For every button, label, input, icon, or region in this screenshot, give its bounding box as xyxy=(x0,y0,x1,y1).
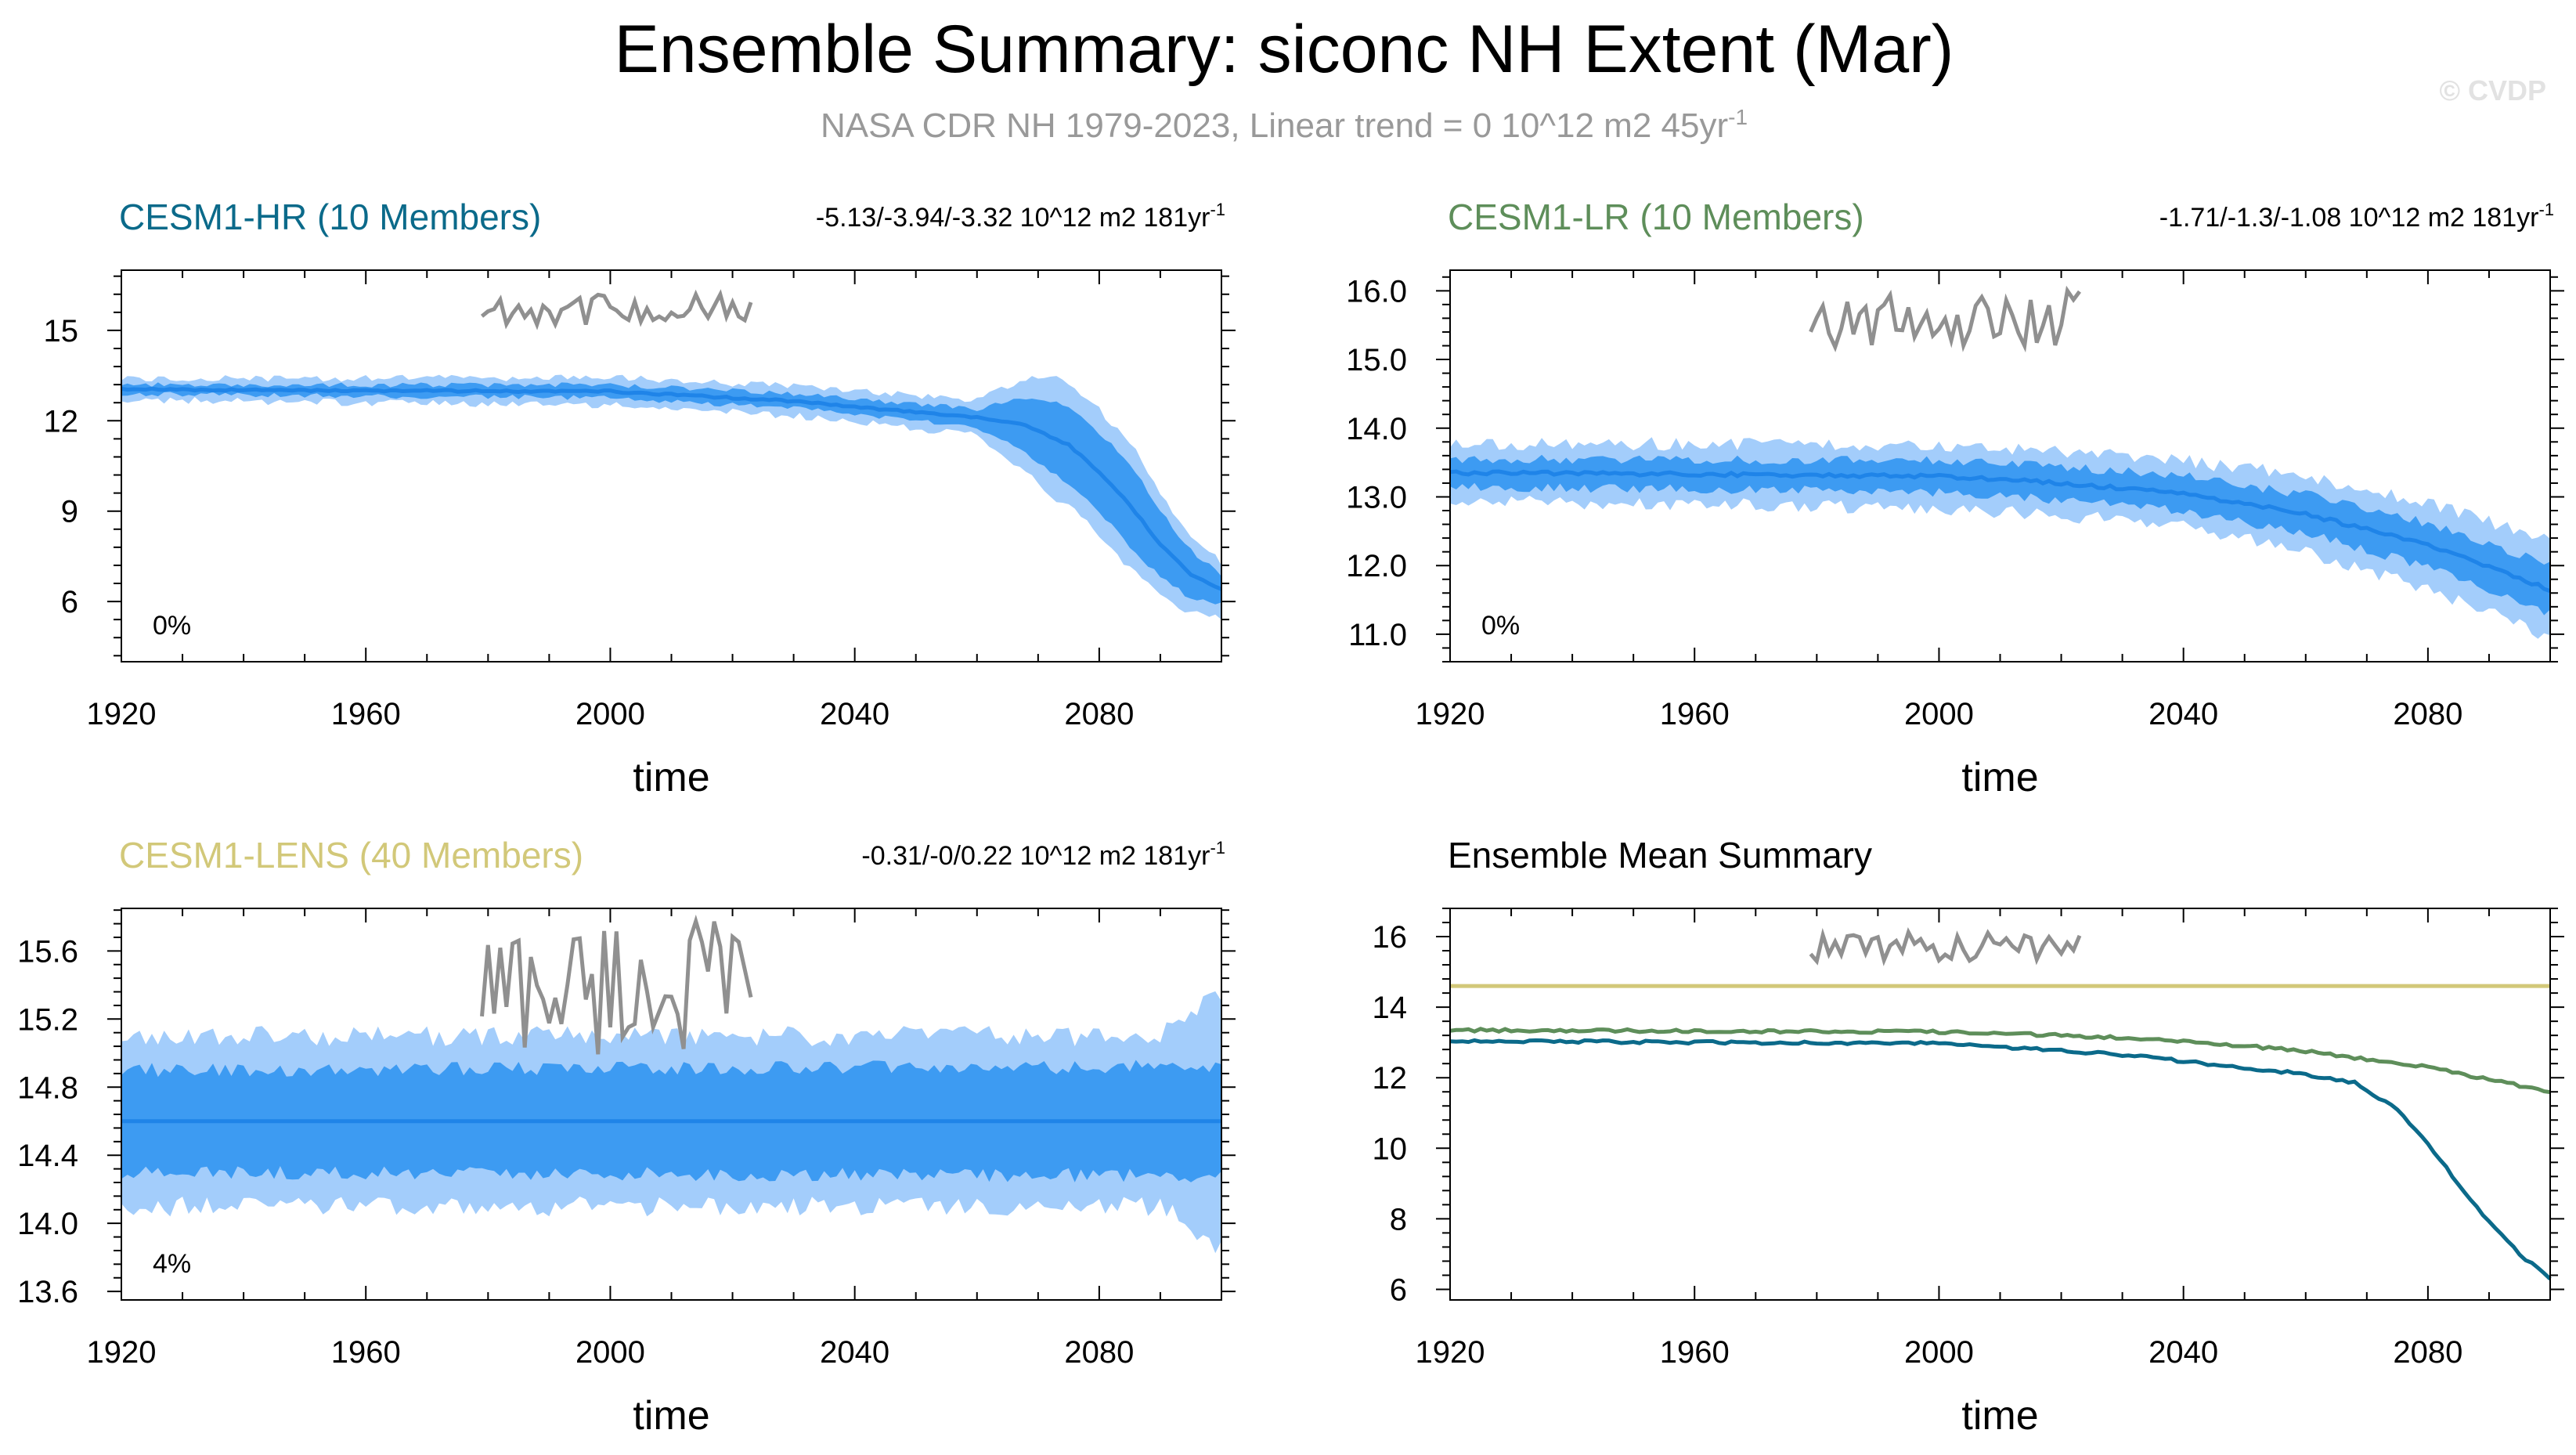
x-tick-label: 2080 xyxy=(1064,697,1134,731)
x-axis-label: time xyxy=(1961,1393,2038,1439)
x-tick-label: 1960 xyxy=(1660,1335,1730,1370)
x-tick-label: 2080 xyxy=(2393,1335,2462,1370)
y-tick-label: 15.0 xyxy=(1346,343,1407,377)
y-tick-label: 16 xyxy=(1373,920,1408,955)
x-tick-label: 2040 xyxy=(820,697,889,731)
x-tick-label: 1920 xyxy=(87,697,157,731)
subtitle: NASA CDR NH 1979-2023, Linear trend = 0 … xyxy=(821,105,1748,145)
x-tick-label: 1920 xyxy=(1416,697,1485,731)
x-tick-label: 2000 xyxy=(575,1335,645,1370)
y-tick-label: 15 xyxy=(44,314,79,348)
observation-line xyxy=(480,289,753,330)
x-tick-label: 1960 xyxy=(331,1335,401,1370)
percent-label: 4% xyxy=(153,1249,191,1279)
y-tick-label: 12.0 xyxy=(1346,549,1407,583)
panel-title: CESM1-HR (10 Members) xyxy=(119,197,541,237)
spread-band-outer xyxy=(121,374,1221,620)
y-tick-label: 14 xyxy=(1373,991,1408,1025)
observation-line xyxy=(1809,927,2082,966)
percent-label: 0% xyxy=(1481,611,1520,641)
y-tick-label: 12 xyxy=(44,404,79,439)
watermark: © CVDP xyxy=(2439,74,2546,107)
trend-label: -0.31/-0/0.22 10^12 m2 181yr-1 xyxy=(861,838,1225,871)
x-tick-label: 1960 xyxy=(1660,697,1730,731)
observation-line xyxy=(480,914,753,1055)
y-tick-label: 14.0 xyxy=(17,1207,78,1241)
panel-lens: CESM1-LENS (40 Members) -0.31/-0/0.22 10^… xyxy=(17,835,1236,1439)
x-axis-label: time xyxy=(633,1393,709,1439)
panel-title: CESM1-LR (10 Members) xyxy=(1448,197,1864,237)
x-tick-label: 1960 xyxy=(331,697,401,731)
y-tick-label: 9 xyxy=(61,495,78,529)
y-tick-label: 15.2 xyxy=(17,1002,78,1037)
x-tick-label: 2040 xyxy=(820,1335,889,1370)
y-tick-label: 14.4 xyxy=(17,1139,78,1173)
y-tick-label: 14.8 xyxy=(17,1070,78,1105)
panel-title: Ensemble Mean Summary xyxy=(1448,835,1872,876)
y-tick-label: 13.0 xyxy=(1346,480,1407,514)
series-line-cesm1-lr xyxy=(1449,1027,2551,1095)
x-tick-label: 2080 xyxy=(2393,697,2462,731)
trend-label: -1.71/-1.3/-1.08 10^12 m2 181yr-1 xyxy=(2159,200,2554,233)
panel-hr: CESM1-HR (10 Members) -5.13/-3.94/-3.32 1… xyxy=(44,197,1236,800)
x-tick-label: 2040 xyxy=(2148,1335,2218,1370)
panel-title: CESM1-LENS (40 Members) xyxy=(119,835,583,876)
y-tick-label: 16.0 xyxy=(1346,274,1407,309)
y-tick-label: 6 xyxy=(1390,1273,1407,1307)
plot-frame xyxy=(1449,908,2551,1301)
y-tick-label: 15.6 xyxy=(17,934,78,969)
x-axis-label: time xyxy=(633,755,709,800)
x-tick-label: 1920 xyxy=(87,1335,157,1370)
observation-line xyxy=(1809,285,2081,353)
x-tick-label: 2080 xyxy=(1064,1335,1134,1370)
x-axis-label: time xyxy=(1961,755,2038,800)
y-tick-label: 14.0 xyxy=(1346,412,1407,446)
x-tick-label: 2000 xyxy=(1904,697,1974,731)
y-tick-label: 10 xyxy=(1373,1132,1408,1166)
x-tick-label: 1920 xyxy=(1416,1335,1485,1370)
y-tick-label: 8 xyxy=(1390,1202,1407,1237)
ensemble-mean-line xyxy=(121,386,1222,591)
spread-band-inner xyxy=(1450,454,2550,616)
x-tick-label: 2000 xyxy=(1904,1335,1974,1370)
y-tick-label: 12 xyxy=(1373,1061,1408,1096)
panel-summary: Ensemble Mean Summary 1920 1960 2000 2040 208… xyxy=(1373,835,2564,1439)
x-tick-label: 2040 xyxy=(2148,697,2218,731)
y-tick-label: 13.6 xyxy=(17,1275,78,1309)
series-line-cesm1-hr xyxy=(1449,1038,2552,1281)
y-tick-label: 11.0 xyxy=(1348,618,1407,652)
x-tick-label: 2000 xyxy=(575,697,645,731)
trend-label: -5.13/-3.94/-3.32 10^12 m2 181yr-1 xyxy=(816,200,1225,233)
main-title: Ensemble Summary: siconc NH Extent (Mar) xyxy=(615,12,1954,87)
panel-lr: CESM1-LR (10 Members) -1.71/-1.3/-1.08 10… xyxy=(1346,197,2564,800)
percent-label: 0% xyxy=(153,611,191,641)
ensemble-mean-line xyxy=(1449,469,2551,594)
y-tick-label: 6 xyxy=(61,585,78,619)
